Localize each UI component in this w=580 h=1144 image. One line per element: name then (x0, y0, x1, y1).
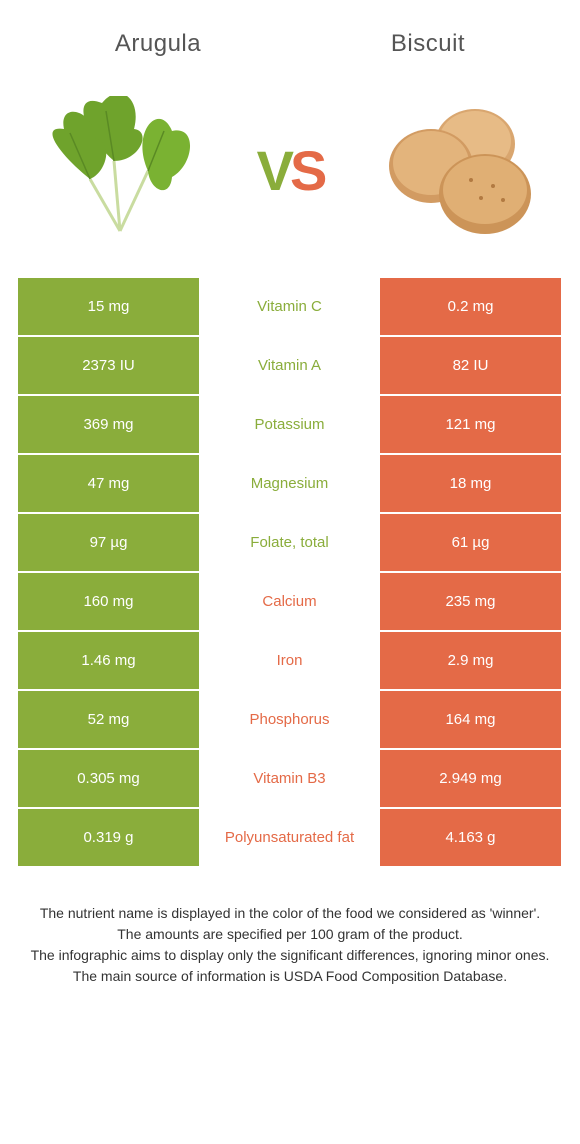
cell-nutrient: Vitamin C (199, 278, 380, 335)
footer-line: The nutrient name is displayed in the co… (28, 903, 552, 924)
table-row: 0.305 mgVitamin B32.949 mg (18, 750, 562, 807)
cell-nutrient: Potassium (199, 396, 380, 453)
footer-notes: The nutrient name is displayed in the co… (0, 868, 580, 987)
vs-s: S (290, 138, 323, 203)
cell-right: 2.949 mg (380, 750, 561, 807)
cell-left: 47 mg (18, 455, 199, 512)
cell-right: 4.163 g (380, 809, 561, 866)
cell-nutrient: Calcium (199, 573, 380, 630)
title-right: Biscuit (391, 30, 465, 58)
cell-nutrient: Vitamin A (199, 337, 380, 394)
cell-left: 15 mg (18, 278, 199, 335)
footer-line: The main source of information is USDA F… (28, 966, 552, 987)
cell-right: 164 mg (380, 691, 561, 748)
cell-left: 52 mg (18, 691, 199, 748)
cell-nutrient: Iron (199, 632, 380, 689)
cell-right: 18 mg (380, 455, 561, 512)
arugula-image (30, 91, 210, 251)
cell-right: 235 mg (380, 573, 561, 630)
cell-nutrient: Phosphorus (199, 691, 380, 748)
cell-left: 0.305 mg (18, 750, 199, 807)
cell-nutrient: Polyunsaturated fat (199, 809, 380, 866)
biscuit-image (370, 91, 550, 251)
footer-line: The amounts are specified per 100 gram o… (28, 924, 552, 945)
footer-line: The infographic aims to display only the… (28, 945, 552, 966)
cell-left: 2373 IU (18, 337, 199, 394)
cell-right: 2.9 mg (380, 632, 561, 689)
cell-nutrient: Vitamin B3 (199, 750, 380, 807)
nutrient-table: 15 mgVitamin C0.2 mg2373 IUVitamin A82 I… (0, 278, 580, 866)
table-row: 369 mgPotassium121 mg (18, 396, 562, 453)
table-row: 47 mgMagnesium18 mg (18, 455, 562, 512)
cell-right: 121 mg (380, 396, 561, 453)
images-row: VS (0, 78, 580, 278)
cell-nutrient: Folate, total (199, 514, 380, 571)
table-row: 15 mgVitamin C0.2 mg (18, 278, 562, 335)
vs-label: VS (257, 138, 324, 203)
cell-right: 61 µg (380, 514, 561, 571)
cell-left: 1.46 mg (18, 632, 199, 689)
cell-left: 0.319 g (18, 809, 199, 866)
title-left: Arugula (115, 30, 201, 58)
table-row: 160 mgCalcium235 mg (18, 573, 562, 630)
cell-right: 82 IU (380, 337, 561, 394)
cell-nutrient: Magnesium (199, 455, 380, 512)
table-row: 0.319 gPolyunsaturated fat4.163 g (18, 809, 562, 866)
cell-left: 97 µg (18, 514, 199, 571)
cell-left: 160 mg (18, 573, 199, 630)
cell-right: 0.2 mg (380, 278, 561, 335)
table-row: 52 mgPhosphorus164 mg (18, 691, 562, 748)
table-row: 1.46 mgIron2.9 mg (18, 632, 562, 689)
vs-v: V (257, 138, 290, 203)
header: Arugula Biscuit (0, 0, 580, 78)
cell-left: 369 mg (18, 396, 199, 453)
table-row: 97 µgFolate, total61 µg (18, 514, 562, 571)
table-row: 2373 IUVitamin A82 IU (18, 337, 562, 394)
